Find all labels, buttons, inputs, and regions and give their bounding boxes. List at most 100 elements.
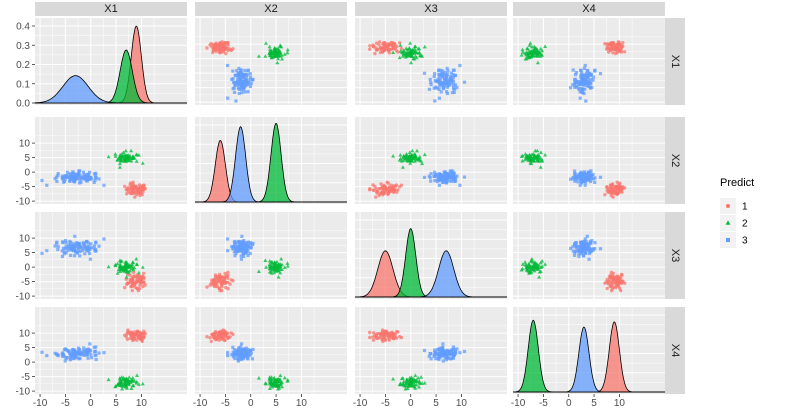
panel-X2-X3 [355, 117, 507, 204]
point-cluster-3 [245, 246, 249, 250]
point-cluster-2 [280, 384, 284, 389]
point-cluster-1 [605, 45, 609, 49]
point-cluster-2 [398, 381, 403, 385]
y-tick-label: 5 [24, 153, 30, 164]
point-cluster-1 [375, 41, 379, 45]
point-cluster-3 [444, 77, 448, 81]
point-cluster-3 [584, 245, 588, 249]
point-cluster-2 [529, 44, 534, 49]
point-cluster-3 [92, 244, 97, 248]
point-cluster-2 [130, 375, 135, 380]
point-cluster-2 [417, 51, 421, 55]
point-cluster-2 [409, 153, 414, 157]
point-cluster-2 [131, 383, 136, 388]
point-cluster-3 [454, 73, 458, 77]
point-cluster-3 [427, 174, 431, 178]
x-tick-label: -10 [353, 398, 368, 409]
density-X4 [513, 319, 665, 393]
point-cluster-3 [55, 352, 59, 356]
point-cluster-2 [115, 271, 120, 275]
x-tick-label: 10 [456, 398, 468, 409]
point-cluster-3 [438, 175, 442, 179]
point-cluster-2 [528, 159, 533, 163]
point-cluster-2 [132, 265, 137, 270]
point-cluster-3 [56, 248, 60, 252]
strip-top-X4: X4 [513, 2, 665, 16]
point-cluster-2 [413, 373, 418, 377]
point-cluster-3 [433, 348, 437, 352]
point-cluster-2 [412, 49, 417, 53]
point-cluster-3 [92, 172, 97, 176]
point-cluster-1 [373, 333, 377, 337]
panel-background [513, 212, 665, 299]
point-cluster-3 [86, 172, 90, 176]
point-cluster-1 [613, 188, 617, 192]
point-cluster-2 [399, 159, 404, 163]
point-cluster-3 [429, 80, 433, 84]
panel-background [513, 117, 665, 204]
point-cluster-2 [127, 375, 132, 379]
point-cluster-2 [529, 256, 534, 261]
point-cluster-2 [408, 41, 413, 45]
point-cluster-2 [126, 262, 131, 267]
point-cluster-3 [452, 90, 456, 94]
panel-X4-X3 [355, 307, 507, 394]
point-cluster-2 [540, 48, 545, 53]
point-cluster-1 [617, 280, 622, 285]
point-cluster-3 [66, 175, 70, 179]
y-tick-label: 10 [19, 139, 31, 150]
point-cluster-3 [571, 245, 575, 249]
point-cluster-3 [593, 180, 597, 184]
point-cluster-3 [246, 349, 250, 354]
point-cluster-3 [578, 90, 582, 94]
point-cluster-3 [71, 177, 75, 181]
point-cluster-2 [121, 375, 126, 380]
point-cluster-2 [272, 49, 277, 53]
point-cluster-1 [608, 43, 612, 47]
point-cluster-2 [543, 152, 548, 157]
y-tick-label: -5 [21, 182, 30, 193]
strip-right-X2: X2 [665, 117, 685, 204]
point-cluster-3 [443, 177, 447, 181]
point-cluster-3 [434, 173, 438, 177]
point-cluster-3 [226, 354, 230, 358]
point-cluster-1 [371, 338, 376, 342]
point-cluster-3 [439, 90, 443, 94]
point-cluster-3 [68, 179, 72, 183]
point-cluster-3 [248, 84, 252, 89]
point-cluster-2 [129, 386, 134, 390]
point-cluster-3 [66, 248, 70, 253]
point-cluster-2 [272, 45, 277, 50]
point-cluster-1 [379, 333, 383, 337]
point-cluster-1 [606, 50, 611, 54]
point-cluster-1 [224, 46, 228, 50]
point-cluster-3 [84, 248, 88, 252]
point-cluster-2 [113, 154, 118, 158]
panel-X1-X3 [355, 18, 507, 105]
scatter-points [519, 148, 627, 199]
point-cluster-3 [56, 173, 60, 178]
point-cluster-3 [574, 71, 578, 75]
point-cluster-3 [56, 172, 60, 176]
point-cluster-3 [60, 352, 64, 356]
point-cluster-3 [578, 183, 582, 187]
point-cluster-2 [278, 49, 282, 53]
point-cluster-3 [60, 175, 64, 180]
point-cluster-3 [429, 83, 433, 87]
point-cluster-3 [443, 172, 447, 176]
point-cluster-1 [228, 335, 232, 339]
point-cluster-3 [442, 73, 446, 77]
y-tick-label: -10 [16, 197, 31, 208]
y-axis: 0.0 0.1 0.2 0.3 0.4 -10 -5 0 5 10 -10 -5 0 5 10 -10 -5 0 5… [16, 22, 35, 398]
point-cluster-3 [583, 183, 587, 187]
point-cluster-1 [142, 183, 146, 187]
point-cluster-3 [589, 177, 593, 181]
point-cluster-2 [407, 378, 412, 383]
point-cluster-2 [140, 381, 145, 386]
point-cluster-2 [126, 153, 131, 157]
point-cluster-1 [379, 191, 383, 195]
point-cluster-2 [539, 150, 543, 154]
point-cluster-3 [69, 253, 73, 257]
panel-grid [35, 307, 187, 394]
point-cluster-1 [218, 275, 222, 279]
